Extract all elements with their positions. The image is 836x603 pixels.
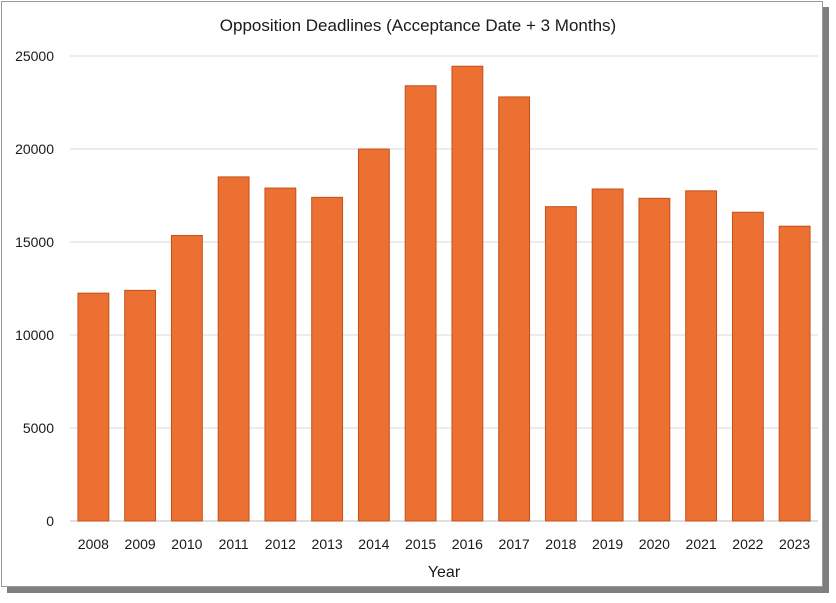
x-tick-label: 2016 [452,536,483,552]
x-tick-label: 2015 [405,536,436,552]
x-tick-label: 2021 [686,536,717,552]
bar-2018 [544,206,577,522]
x-tick-label: 2018 [545,536,576,552]
x-tick-label: 2008 [78,536,109,552]
x-tick-label: 2011 [219,536,249,552]
x-tick-label: 2020 [639,536,670,552]
y-tick-label: 5000 [23,420,54,436]
x-axis-title: Year [428,564,461,581]
bar-2011 [217,176,250,522]
x-tick-label: 2023 [779,536,810,552]
y-tick-label: 15000 [15,234,54,250]
x-tick-label: 2017 [499,536,530,552]
x-tick-label: 2014 [358,536,389,552]
bar-2020 [638,197,671,522]
x-tick-label: 2019 [592,536,623,552]
y-axis-tick-labels: 0 5000 10000 15000 20000 25000 [15,48,54,529]
bar-2010 [170,234,203,522]
bar-2013 [311,196,344,522]
y-tick-label: 10000 [15,327,54,343]
x-tick-label: 2009 [125,536,156,552]
bar-2012 [264,187,297,522]
bar-2014 [357,148,390,522]
x-tick-label: 2012 [265,536,296,552]
x-tick-label: 2013 [312,536,343,552]
bar-2022 [731,211,764,522]
bar-2015 [404,85,437,522]
chart-frame: Opposition Deadlines (Acceptance Date + … [1,1,823,587]
bars [77,65,811,522]
x-axis-tick-labels: 2008 2009 2010 2011 2012 2013 2014 2015 2016 2017… [78,536,811,552]
bar-2019 [591,188,624,522]
y-tick-label: 20000 [15,141,54,157]
bar-2021 [685,190,718,522]
x-tick-label: 2022 [732,536,763,552]
bar-2023 [778,225,811,522]
y-tick-label: 25000 [15,48,54,64]
bar-2016 [451,65,484,522]
bar-2008 [77,292,110,522]
bar-2017 [498,96,531,522]
chart-title: Opposition Deadlines (Acceptance Date + … [220,16,616,35]
y-tick-label: 0 [46,513,54,529]
x-tick-label: 2010 [171,536,202,552]
bar-2009 [124,289,157,522]
